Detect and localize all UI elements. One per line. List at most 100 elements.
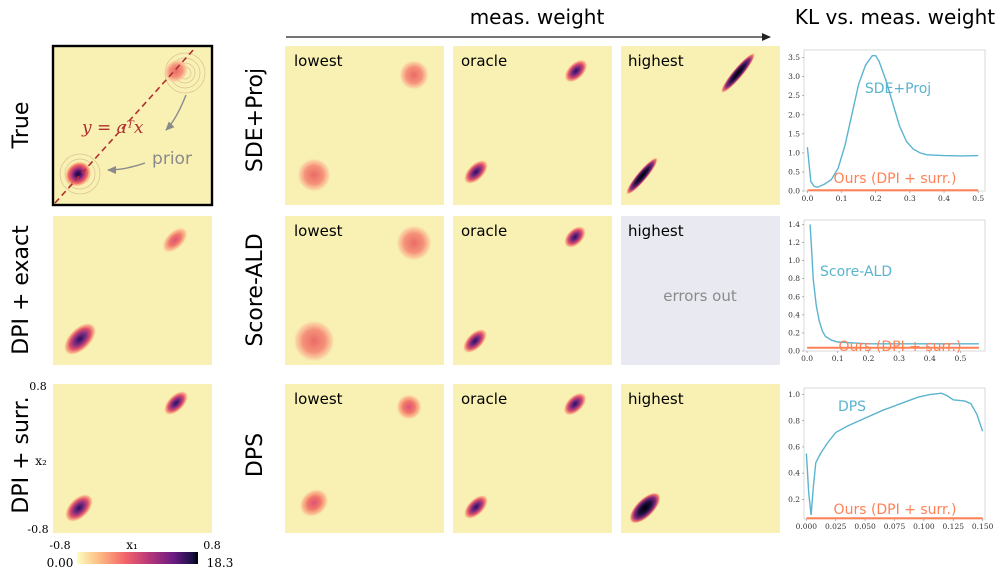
- colorbar-min-label: 0.00: [47, 556, 74, 570]
- y-tick-label: 2.5: [788, 91, 800, 100]
- column-label-highest: highest: [628, 222, 684, 240]
- dps-lowest: lowest: [285, 384, 444, 533]
- y-tick-label: 1.2: [788, 238, 800, 247]
- x-tick-label: 0.1: [836, 194, 848, 203]
- method-series-label: Score-ALD: [820, 264, 892, 280]
- meas-weight-label: meas. weight: [470, 5, 605, 29]
- prior-label: prior: [152, 149, 192, 169]
- x-max-label: 0.8: [203, 539, 221, 552]
- x-tick-label: 0.2: [870, 194, 882, 203]
- panel-bg: [621, 46, 780, 205]
- errors-out-label: errors out: [663, 287, 737, 305]
- mode-lower: [462, 328, 488, 354]
- x-min-label: -0.8: [49, 539, 70, 552]
- x-tick-label: 0.100: [913, 522, 935, 531]
- mode-upper: [564, 59, 588, 83]
- dpi-surr-mode-lower: [65, 494, 93, 522]
- column-label-highest: highest: [628, 390, 684, 408]
- x-tick-label: 0.4: [924, 354, 936, 363]
- y-tick-label: 0.0: [788, 347, 800, 356]
- column-label-lowest: lowest: [294, 390, 343, 408]
- x-tick-label: 0.025: [825, 522, 847, 531]
- y-tick-label: 0.8: [788, 274, 800, 283]
- x-tick-label: 0.1: [832, 354, 844, 363]
- x-tick-label: 0.0: [801, 194, 813, 203]
- prior-arrow-lower: [107, 162, 146, 174]
- measurement-line: [54, 47, 196, 204]
- kl-plot-area: [803, 49, 986, 192]
- kl-chart-sde-proj: 0.0 0.5 1.0 1.5 2.0 2.5 3.0 3.5 0.0 0.1 0.2 0.3 0.4 0…: [788, 49, 986, 203]
- x-axis-label: x₁: [126, 538, 138, 552]
- mode-upper: [564, 226, 586, 248]
- column-label-oracle: oracle: [461, 222, 507, 240]
- y-min-label: -0.8: [27, 523, 48, 536]
- y-tick-label: 0.4: [788, 469, 800, 478]
- mode-lower: [629, 492, 661, 524]
- sde-proj-lowest: lowest: [285, 46, 444, 205]
- sde-proj-oracle: oracle: [453, 46, 612, 205]
- x-tick-label: 0.4: [938, 194, 950, 203]
- y-tick-label: 1.4: [788, 220, 800, 229]
- column-label-oracle: oracle: [461, 52, 507, 70]
- method-series-label: DPS: [838, 399, 866, 415]
- row-label-dpi-surr: DPI + surr.: [9, 396, 34, 513]
- y-tick-label: 0.6: [788, 292, 800, 301]
- y-tick-label: 3.0: [788, 72, 800, 81]
- method-series-label: SDE+Proj: [865, 81, 931, 97]
- kl-chart-score-ald: 0.0 0.2 0.4 0.6 0.8 1.0 1.2 1.4 0.0 0.1 0.2 0.3 0.4 0…: [788, 219, 986, 363]
- dps-highest: highest: [621, 384, 780, 533]
- y-tick-label: 0.8: [788, 416, 800, 425]
- panel-dpi-exact: [53, 216, 212, 365]
- mode-lower: [463, 494, 489, 520]
- y-max-label: 0.8: [29, 380, 47, 393]
- y-axis-label: x₂: [35, 454, 47, 468]
- mode-lower: [293, 320, 335, 362]
- y-tick-label: 0.2: [788, 328, 800, 337]
- colorbar: [77, 552, 198, 564]
- method-series-line: [806, 55, 979, 188]
- mode-lower: [626, 157, 658, 195]
- mode-lower: [299, 488, 329, 518]
- kl-plot-area: [803, 219, 986, 352]
- y-tick-label: 2.0: [788, 110, 800, 119]
- kl-title: KL vs. meas. weight: [795, 5, 995, 29]
- y-tick-label: 0.0: [788, 187, 800, 196]
- x-tick-label: 0.0: [801, 354, 813, 363]
- mode-lower: [297, 158, 331, 192]
- column-label-highest: highest: [628, 52, 684, 70]
- y-tick-label: 3.5: [788, 53, 800, 62]
- x-tick-label: 0.075: [884, 522, 906, 531]
- row-label-true: True: [9, 102, 34, 150]
- y-tick-label: 1.0: [788, 390, 800, 399]
- x-tick-label: 0.3: [904, 194, 916, 203]
- y-tick-label: 1.0: [788, 148, 800, 157]
- prior-arrow-upper: [165, 94, 187, 131]
- dps-oracle: oracle: [453, 384, 612, 533]
- panel-true: y = aᵀx prior: [51, 44, 214, 207]
- x-tick-label: 0.2: [862, 354, 874, 363]
- y-tick-label: 0.4: [788, 310, 800, 319]
- x-tick-label: 0.000: [796, 522, 818, 531]
- method-series-line: [809, 224, 979, 345]
- y-tick-label: 0.2: [788, 495, 800, 504]
- y-tick-label: 1.5: [788, 129, 800, 138]
- dpi-surr-mode-upper: [163, 390, 189, 416]
- colorbar-max-label: 18.3: [207, 556, 234, 570]
- x-tick-label: 0.5: [972, 194, 984, 203]
- kl-chart-dps: 0.2 0.4 0.6 0.8 1.0 0.000 0.025 0.050 0.075 0.100…: [788, 387, 994, 531]
- column-label-lowest: lowest: [294, 52, 343, 70]
- method-series-line: [805, 392, 984, 516]
- column-label-lowest: lowest: [294, 222, 343, 240]
- dpi-exact-mode-lower: [63, 322, 97, 356]
- method-label-sde-proj: SDE+Proj: [243, 68, 268, 172]
- x-tick-label: 0.050: [854, 522, 876, 531]
- mode-upper: [396, 225, 432, 261]
- equation-label: y = aᵀx: [81, 118, 144, 138]
- mode-upper: [563, 392, 587, 416]
- mode-upper: [720, 52, 756, 94]
- method-label-score-ald: Score-ALD: [243, 233, 268, 346]
- column-label-oracle: oracle: [461, 390, 507, 408]
- score-ald-oracle: oracle: [453, 216, 612, 365]
- baseline-series-label: Ours (DPI + surr.): [834, 171, 957, 187]
